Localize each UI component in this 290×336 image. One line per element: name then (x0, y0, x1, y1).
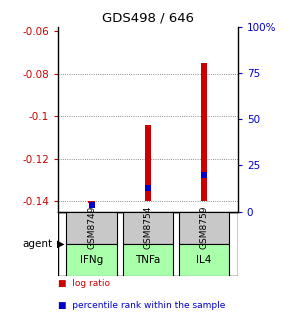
Text: GSM8759: GSM8759 (200, 206, 209, 249)
Text: agent: agent (22, 239, 52, 249)
Text: GSM8754: GSM8754 (143, 206, 153, 249)
Title: GDS498 / 646: GDS498 / 646 (102, 11, 194, 24)
Bar (123, 244, 173, 276)
Bar (201, 63, 207, 201)
Bar (66, 212, 117, 244)
Bar (66, 244, 117, 276)
Bar (179, 212, 229, 244)
Text: ■  percentile rank within the sample: ■ percentile rank within the sample (58, 301, 225, 310)
Bar (144, 125, 151, 201)
Text: ■  log ratio: ■ log ratio (58, 279, 110, 288)
Text: TNFa: TNFa (135, 255, 161, 264)
Bar (88, 201, 95, 203)
Bar (123, 212, 173, 244)
Text: IL4: IL4 (196, 255, 212, 264)
Text: GSM8749: GSM8749 (87, 206, 96, 249)
Text: ▶: ▶ (57, 239, 64, 249)
Text: IFNg: IFNg (80, 255, 103, 264)
Bar (179, 244, 229, 276)
